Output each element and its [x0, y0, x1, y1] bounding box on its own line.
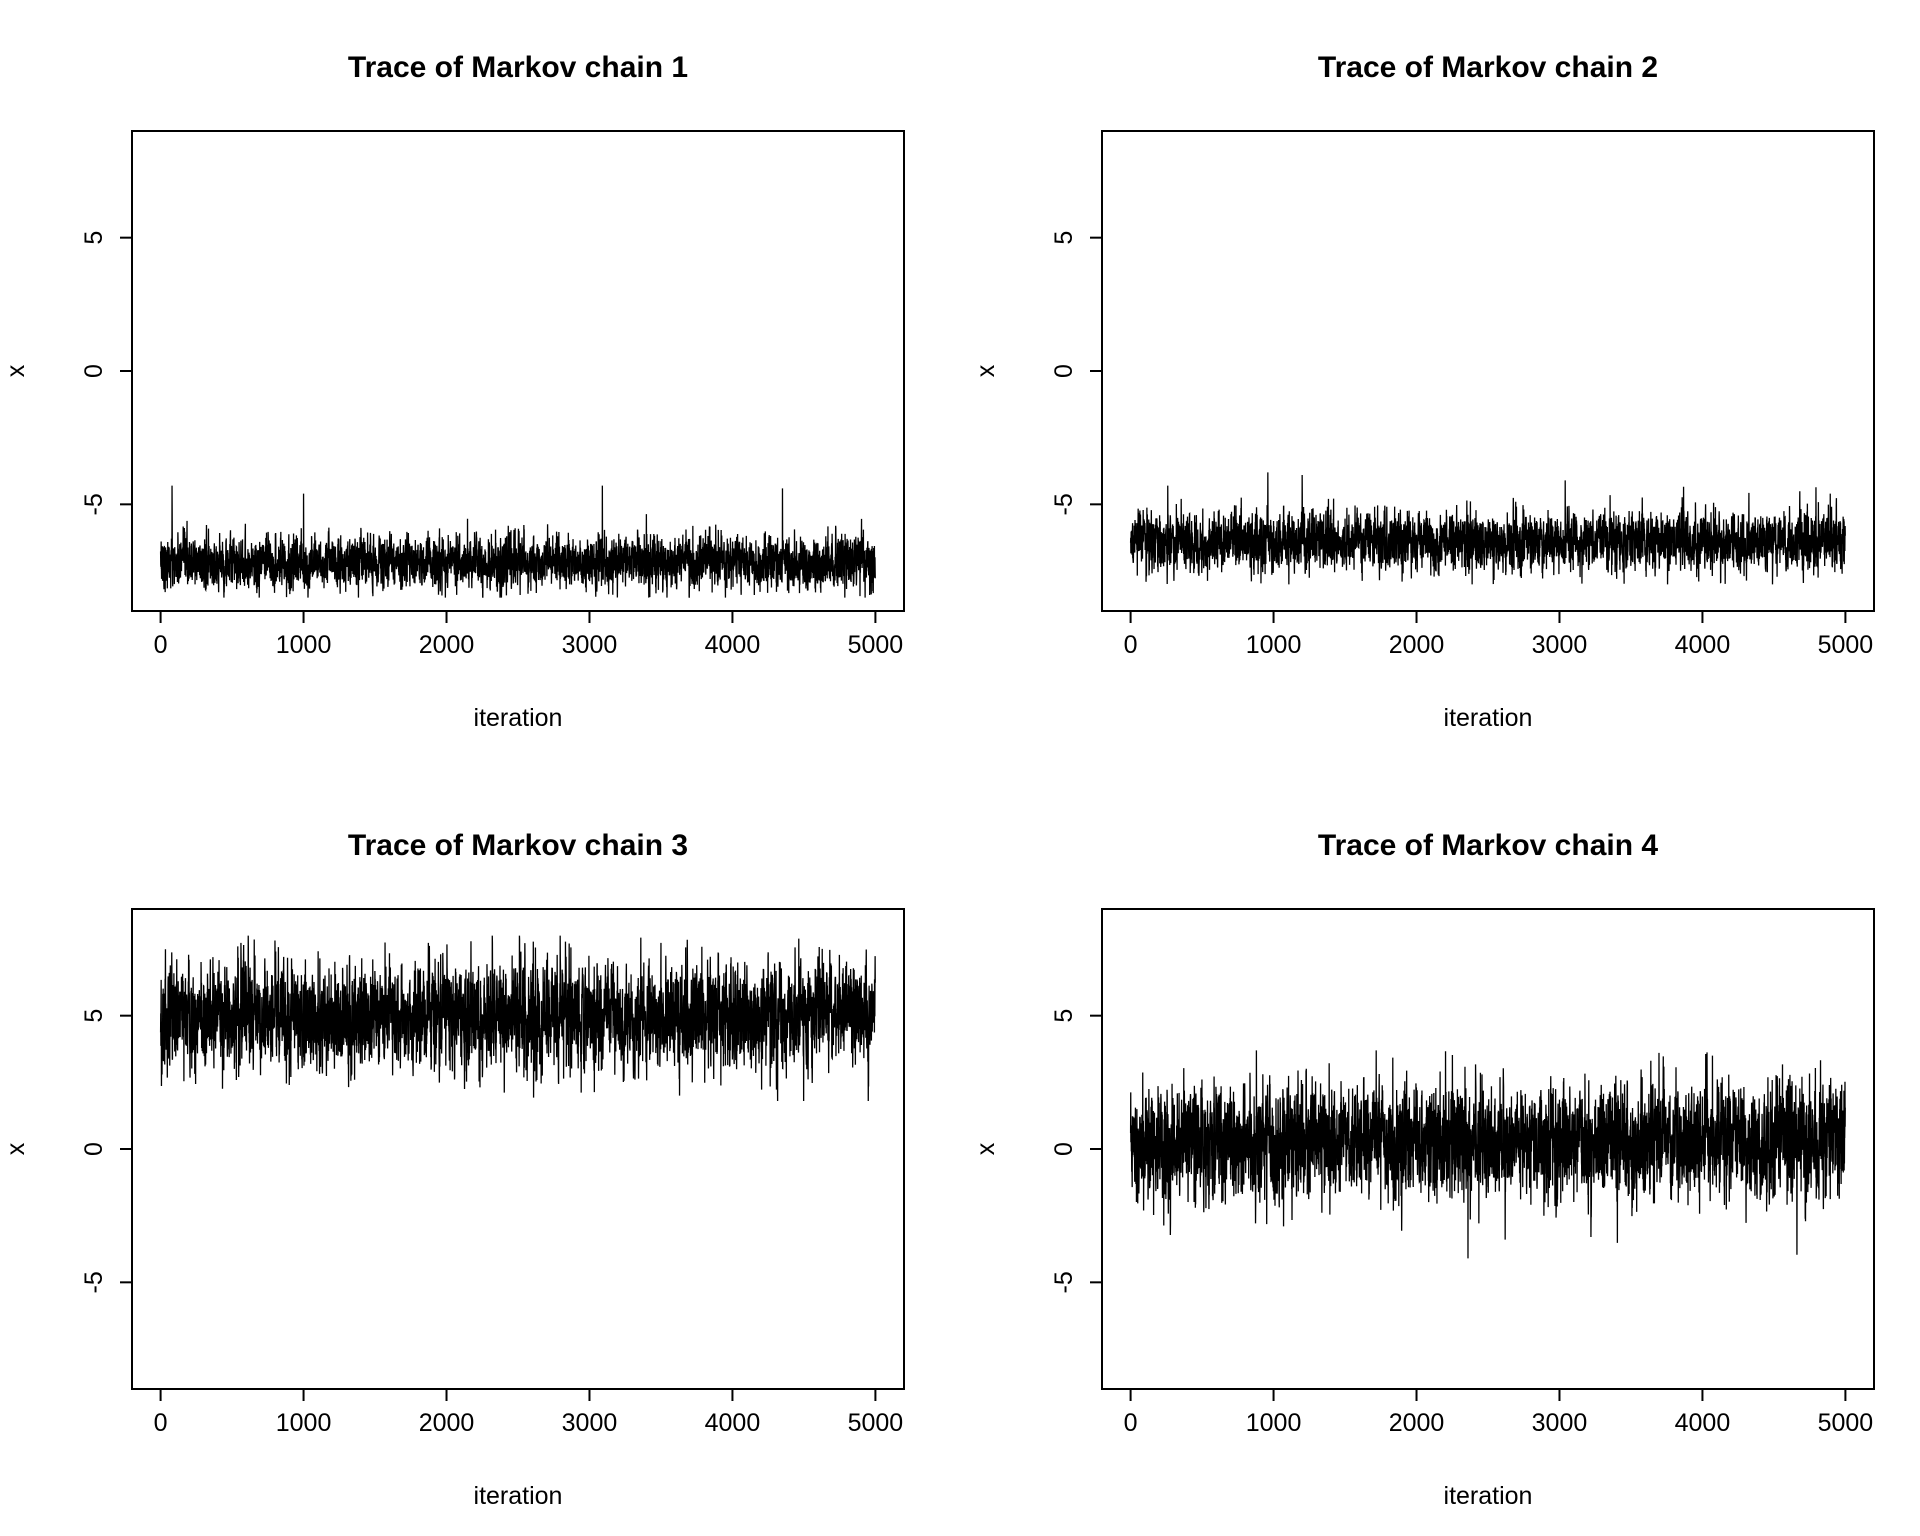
y-tick-label: -5 [1050, 1271, 1078, 1293]
x-axis: 0 1000 2000 3000 4000 5000 [1124, 1388, 1874, 1437]
x-tick-label: 1000 [1246, 1409, 1302, 1437]
y-axis-label: x [2, 1142, 30, 1155]
x-tick-label: 3000 [1532, 1409, 1588, 1437]
trace-line [159, 485, 876, 598]
y-tick-label: 5 [1050, 231, 1078, 245]
x-axis-label: iteration [474, 704, 563, 732]
x-tick-label: 4000 [705, 631, 761, 659]
y-tick-label: -5 [80, 493, 108, 515]
y-axis-label: x [972, 364, 1000, 377]
x-tick-label: 4000 [705, 1409, 761, 1437]
x-tick-label: 2000 [1389, 1409, 1445, 1437]
x-tick-label: 1000 [1246, 631, 1302, 659]
x-tick-label: 2000 [1389, 631, 1445, 659]
x-tick-label: 1000 [276, 1409, 332, 1437]
y-tick-label: 5 [1050, 1009, 1078, 1023]
x-tick-label: 3000 [1532, 631, 1588, 659]
trace-line [159, 935, 876, 1102]
x-tick-label: 0 [1124, 631, 1138, 659]
chart-panel-2: Trace of Markov chain 2 0 1000 2000 3000 4000… [972, 51, 1875, 732]
x-tick-label: 5000 [848, 1409, 904, 1437]
x-axis: 0 1000 2000 3000 4000 5000 [154, 610, 904, 659]
y-axis: 5 0 -5 [1050, 1009, 1102, 1293]
trace-line [1129, 472, 1846, 585]
x-tick-label: 0 [1124, 1409, 1138, 1437]
chart-panel-3: Trace of Markov chain 3 0 1000 2000 3000 4000… [2, 829, 905, 1510]
y-axis: 5 0 -5 [80, 1009, 132, 1293]
y-tick-label: -5 [1050, 493, 1078, 515]
x-axis: 0 1000 2000 3000 4000 5000 [1124, 610, 1874, 659]
y-tick-label: 0 [80, 1142, 108, 1156]
x-tick-label: 2000 [419, 631, 475, 659]
chart-title: Trace of Markov chain 2 [1318, 51, 1658, 84]
y-tick-label: 5 [80, 1009, 108, 1023]
x-tick-label: 0 [154, 631, 168, 659]
chart-panel-1: Trace of Markov chain 1 0 1000 2000 3000 4000… [2, 51, 905, 732]
x-tick-label: 3000 [562, 631, 618, 659]
x-tick-label: 4000 [1675, 1409, 1731, 1437]
y-tick-label: 0 [1050, 364, 1078, 378]
x-tick-label: 1000 [276, 631, 332, 659]
x-tick-label: 2000 [419, 1409, 475, 1437]
x-tick-label: 5000 [848, 631, 904, 659]
chart-panel-4: Trace of Markov chain 4 0 1000 2000 3000 4000… [972, 829, 1875, 1510]
y-tick-label: 0 [1050, 1142, 1078, 1156]
x-axis: 0 1000 2000 3000 4000 5000 [154, 1388, 904, 1437]
x-tick-label: 5000 [1818, 1409, 1874, 1437]
x-tick-label: 3000 [562, 1409, 618, 1437]
y-axis-label: x [972, 1142, 1000, 1155]
y-tick-label: 5 [80, 231, 108, 245]
y-axis: 5 0 -5 [80, 231, 132, 515]
x-axis-label: iteration [1444, 704, 1533, 732]
trace-line [1129, 1050, 1846, 1259]
chart-title: Trace of Markov chain 1 [348, 51, 688, 84]
chart-title: Trace of Markov chain 4 [1318, 829, 1658, 862]
chart-title: Trace of Markov chain 3 [348, 829, 688, 862]
x-axis-label: iteration [1444, 1482, 1533, 1510]
y-tick-label: -5 [80, 1271, 108, 1293]
y-axis: 5 0 -5 [1050, 231, 1102, 515]
x-tick-label: 0 [154, 1409, 168, 1437]
x-tick-label: 5000 [1818, 631, 1874, 659]
y-tick-label: 0 [80, 364, 108, 378]
y-axis-label: x [2, 364, 30, 377]
x-axis-label: iteration [474, 1482, 563, 1510]
x-tick-label: 4000 [1675, 631, 1731, 659]
